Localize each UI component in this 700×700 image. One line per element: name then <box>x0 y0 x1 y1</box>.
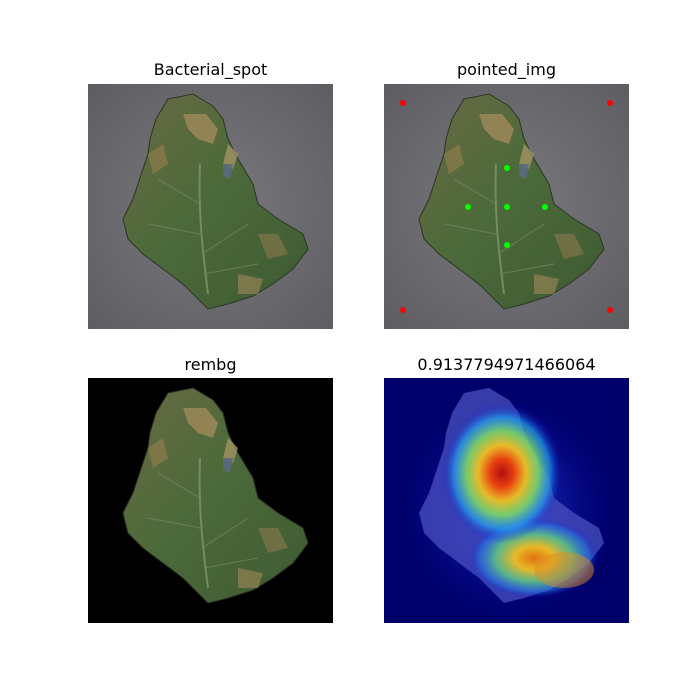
panel-title-score: 0.9137794971466064 <box>417 355 596 374</box>
green-marker-right <box>542 204 548 210</box>
red-marker-bottom-left <box>400 307 406 313</box>
red-marker-top-left <box>400 100 406 106</box>
pointed-leaf-image <box>384 84 629 329</box>
leaf-shape <box>122 387 309 604</box>
green-marker-center <box>504 204 510 210</box>
panel-title-pointed: pointed_img <box>457 60 556 79</box>
panel-title-original: Bacterial_spot <box>153 60 268 79</box>
green-marker-top <box>504 165 510 171</box>
red-marker-bottom-right <box>607 307 613 313</box>
panel-title-rembg: rembg <box>184 355 237 374</box>
red-marker-top-right <box>607 100 613 106</box>
green-marker-left <box>465 204 471 210</box>
leaf-shape <box>122 93 309 310</box>
background-removed-image <box>88 378 333 623</box>
original-leaf-image <box>88 84 333 329</box>
leaf-shape <box>418 93 605 310</box>
heatmap-overlay-image <box>384 378 629 623</box>
green-marker-bottom <box>504 242 510 248</box>
